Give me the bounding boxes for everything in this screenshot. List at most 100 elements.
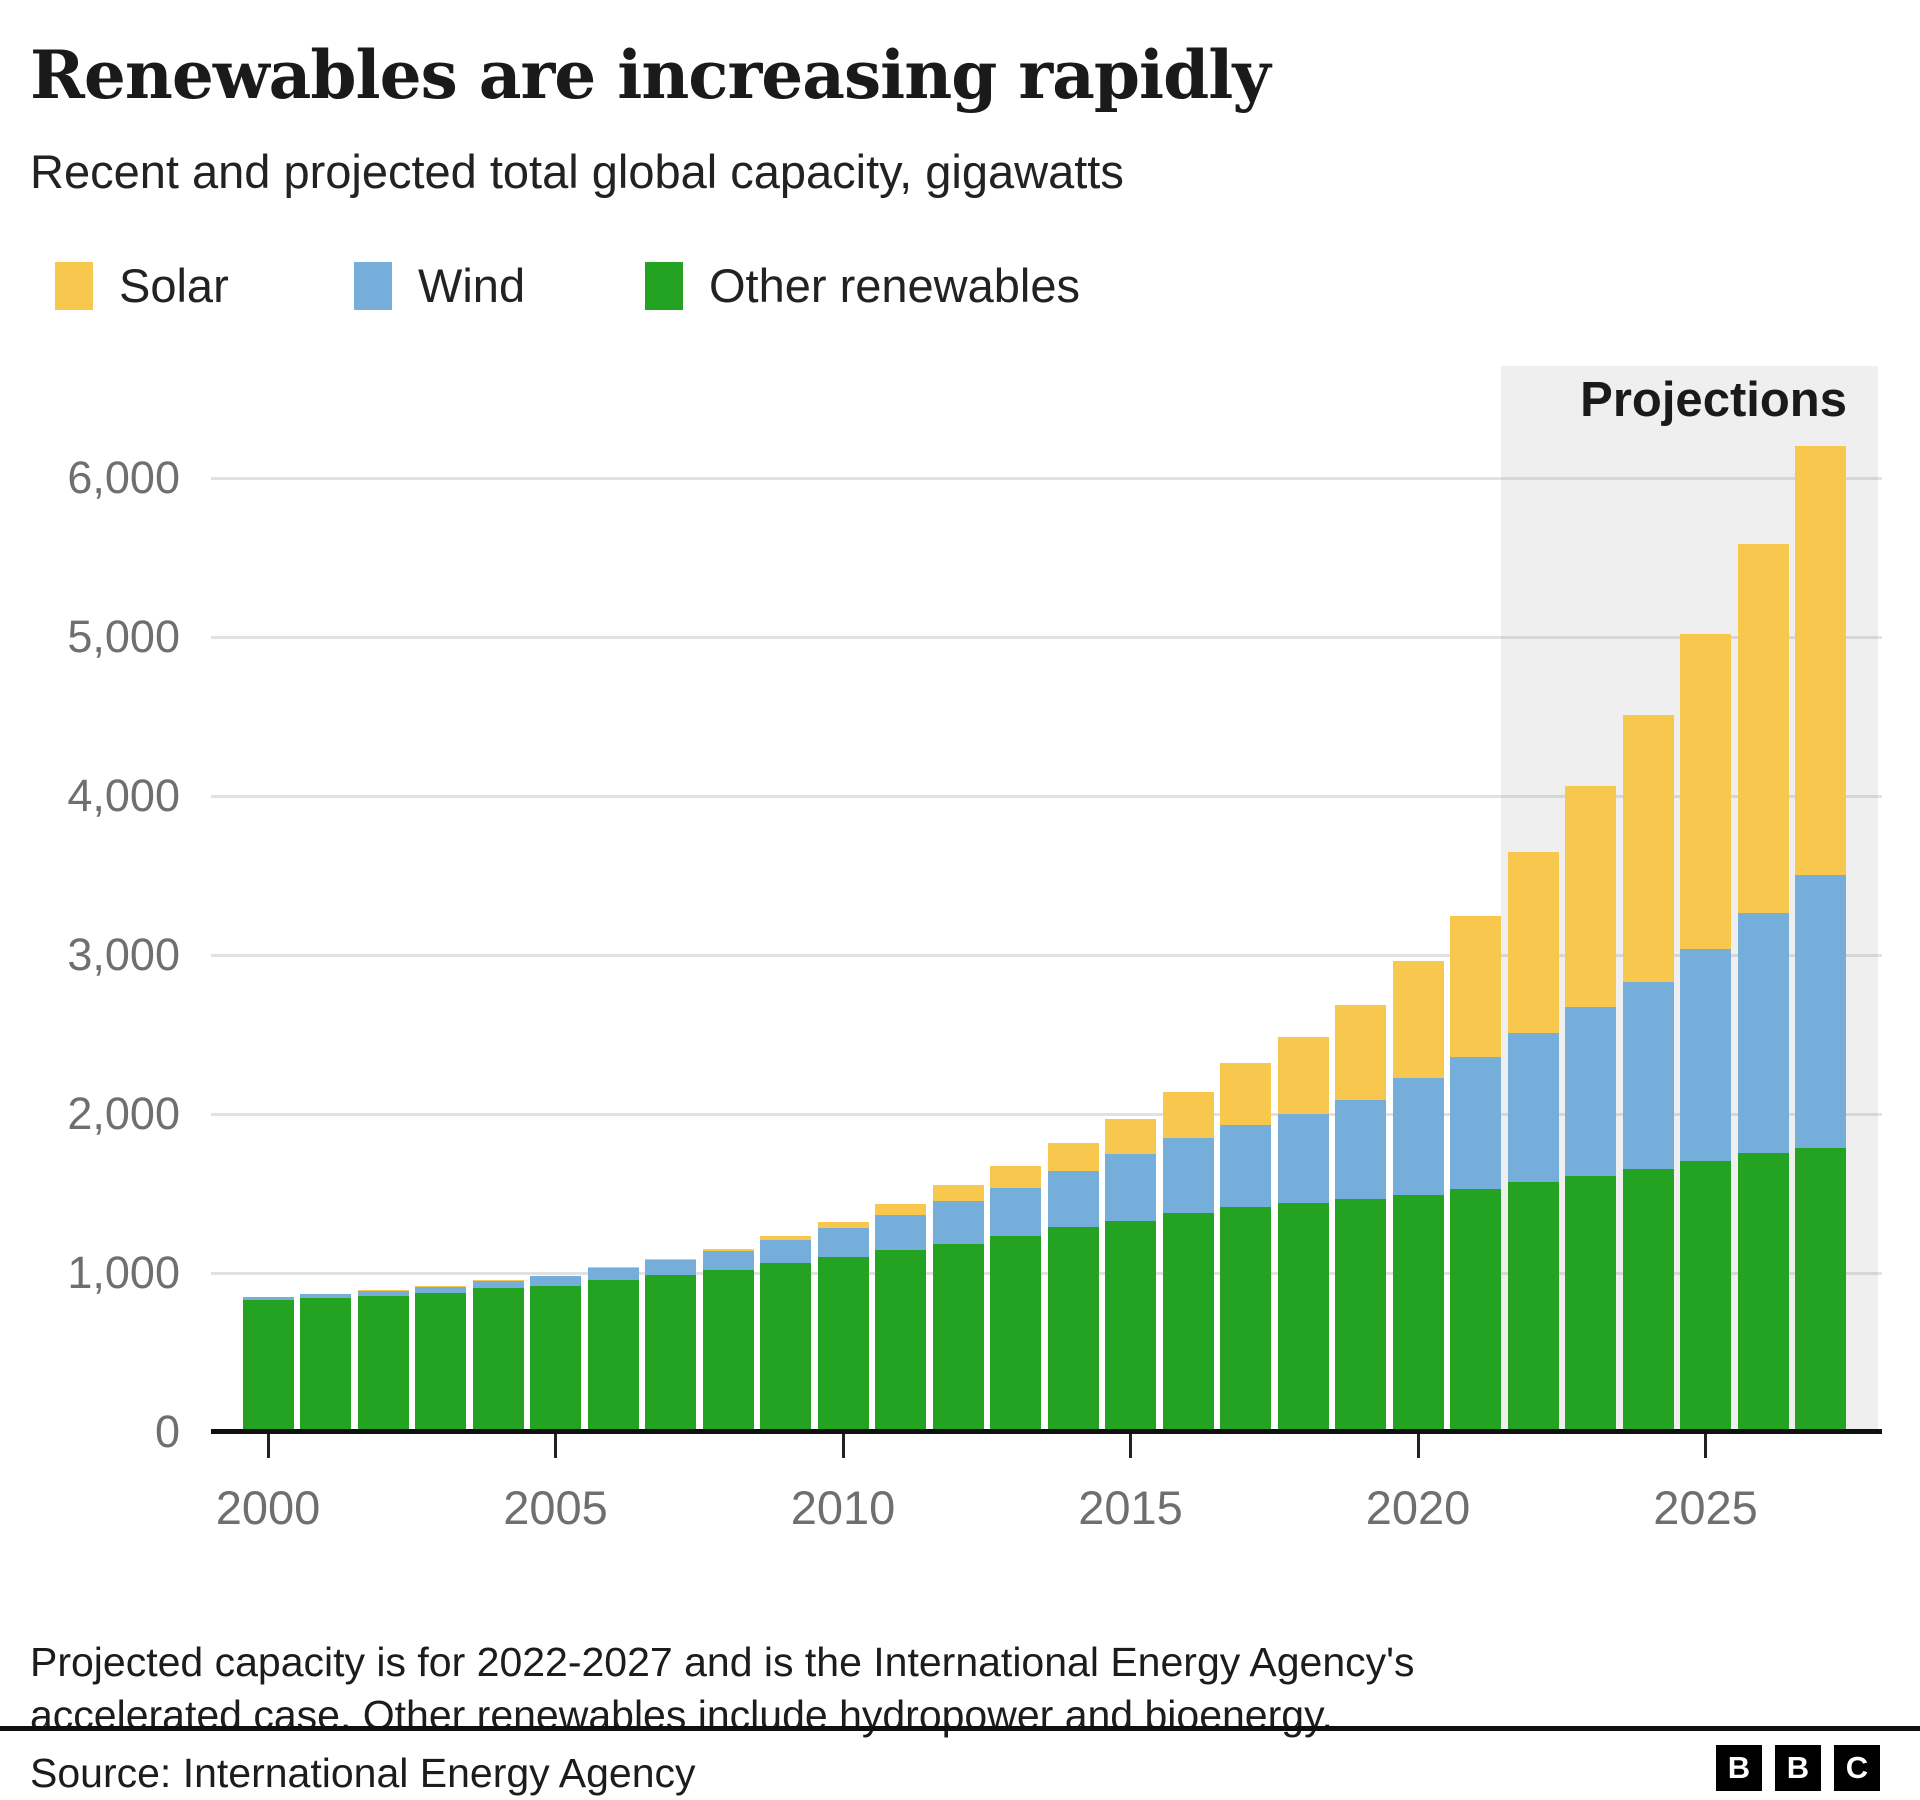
bar-2027-solar — [1795, 446, 1846, 876]
page-subtitle: Recent and projected total global capaci… — [30, 145, 1124, 198]
bar-2024 — [1622, 714, 1674, 1432]
bar-2010-solar — [817, 1221, 869, 1229]
y-tick-label-5000: 5,000 — [67, 611, 180, 662]
bar-2015 — [1105, 1118, 1156, 1432]
x-tick-label-2000: 2000 — [215, 1481, 321, 1534]
bar-2021-wind — [1450, 1056, 1501, 1189]
bar-2026 — [1737, 543, 1789, 1432]
bar-2013-wind — [990, 1188, 1041, 1236]
bar-2002-wind — [357, 1290, 409, 1296]
legend-item-wind: Wind — [354, 258, 525, 313]
bar-2007-solar — [645, 1259, 696, 1261]
bar-2020-solar — [1392, 960, 1444, 1079]
bar-2023-wind — [1565, 1007, 1616, 1176]
legend-item-other-renewables: Other renewables — [645, 258, 1080, 313]
bbc-logo-letter-1: B — [1716, 1745, 1762, 1791]
x-axis-baseline — [211, 1429, 1882, 1434]
gridline-1000 — [211, 1271, 1882, 1275]
bar-2021 — [1450, 916, 1501, 1432]
gridline-6000 — [211, 476, 1882, 480]
bar-2027 — [1795, 446, 1846, 1432]
y-tick-label-0: 0 — [154, 1406, 180, 1457]
bar-2015-solar — [1105, 1118, 1156, 1155]
bar-2014-wind — [1047, 1171, 1099, 1227]
source-line: Source: International Energy Agency — [30, 1750, 696, 1796]
x-tick-label-2015: 2015 — [1078, 1481, 1183, 1534]
footnote-line1: Projected capacity is for 2022-2027 and … — [30, 1639, 1415, 1685]
bar-2026-other — [1737, 1152, 1789, 1432]
bar-2004-wind — [472, 1280, 524, 1289]
bar-2017-solar — [1220, 1063, 1271, 1126]
bar-2026-solar — [1737, 543, 1789, 913]
bar-2010-other — [817, 1257, 869, 1432]
bar-2002 — [357, 1290, 409, 1432]
bar-2016-wind — [1162, 1138, 1214, 1213]
bar-2013 — [990, 1166, 1041, 1432]
x-tick-2015 — [1129, 1434, 1132, 1458]
bar-2012-solar — [932, 1185, 984, 1202]
bar-2027-other — [1795, 1148, 1846, 1432]
bar-2001-wind — [300, 1293, 351, 1298]
bar-2025-other — [1680, 1160, 1731, 1432]
bar-2025-wind — [1680, 948, 1731, 1161]
bar-2003-other — [415, 1292, 466, 1432]
bar-2021-other — [1450, 1188, 1501, 1432]
bar-2022-other — [1507, 1182, 1559, 1432]
x-tick-2010 — [841, 1434, 845, 1458]
bar-2024-solar — [1622, 714, 1674, 983]
bbc-logo-letter-3: C — [1834, 1745, 1880, 1791]
bar-2021-solar — [1450, 916, 1501, 1057]
bar-2018-solar — [1277, 1037, 1329, 1114]
bar-2009-wind — [760, 1239, 811, 1264]
bar-2001-other — [300, 1297, 351, 1432]
bar-2001 — [300, 1293, 351, 1432]
bar-2003-wind — [415, 1286, 466, 1293]
footnote-line2: accelerated case. Other renewables inclu… — [30, 1692, 1333, 1738]
bar-2017-wind — [1220, 1125, 1271, 1207]
x-tick-label-2005: 2005 — [503, 1481, 608, 1534]
bar-2022 — [1507, 851, 1559, 1432]
bar-2016 — [1162, 1092, 1214, 1432]
bar-2012-wind — [932, 1201, 984, 1244]
bar-2012 — [932, 1185, 984, 1432]
bar-2000-wind — [242, 1297, 294, 1300]
y-tick-label-1000: 1,000 — [67, 1247, 180, 1298]
legend-swatch-icon — [354, 261, 392, 310]
bar-2010 — [817, 1221, 869, 1432]
bar-2004 — [472, 1279, 524, 1432]
bar-2000-other — [242, 1300, 294, 1432]
x-tick-2000 — [266, 1434, 270, 1458]
bar-2010-wind — [817, 1228, 869, 1258]
bar-2019-wind — [1335, 1100, 1386, 1200]
legend-label: Wind — [418, 259, 526, 312]
bar-2006-wind — [587, 1268, 639, 1281]
bar-2005-solar — [530, 1275, 581, 1277]
y-tick-label-6000: 6,000 — [67, 452, 180, 503]
bar-2004-solar — [472, 1279, 524, 1281]
bar-2009 — [760, 1235, 811, 1432]
x-tick-2005 — [554, 1434, 557, 1458]
bar-2020-wind — [1392, 1078, 1444, 1196]
bar-2023 — [1565, 786, 1616, 1432]
bar-2004-other — [472, 1288, 524, 1432]
bar-2024-other — [1622, 1168, 1674, 1432]
bar-2017 — [1220, 1063, 1271, 1432]
y-tick-label-2000: 2,000 — [67, 1088, 180, 1139]
footer-divider — [0, 1726, 1920, 1731]
bar-2016-other — [1162, 1212, 1214, 1432]
bar-2013-solar — [990, 1166, 1041, 1189]
bar-2025-solar — [1680, 633, 1731, 949]
bar-2011-solar — [875, 1203, 926, 1215]
bar-2023-other — [1565, 1175, 1616, 1432]
x-tick-2020 — [1416, 1434, 1420, 1458]
bar-2025 — [1680, 633, 1731, 1432]
x-tick-label-2010: 2010 — [790, 1481, 896, 1534]
bar-2005 — [530, 1275, 581, 1432]
bar-2008 — [702, 1248, 754, 1432]
gridline-2000 — [211, 1112, 1882, 1116]
x-tick-2025 — [1704, 1434, 1707, 1458]
bar-2017-other — [1220, 1206, 1271, 1432]
gridline-3000 — [211, 953, 1882, 957]
